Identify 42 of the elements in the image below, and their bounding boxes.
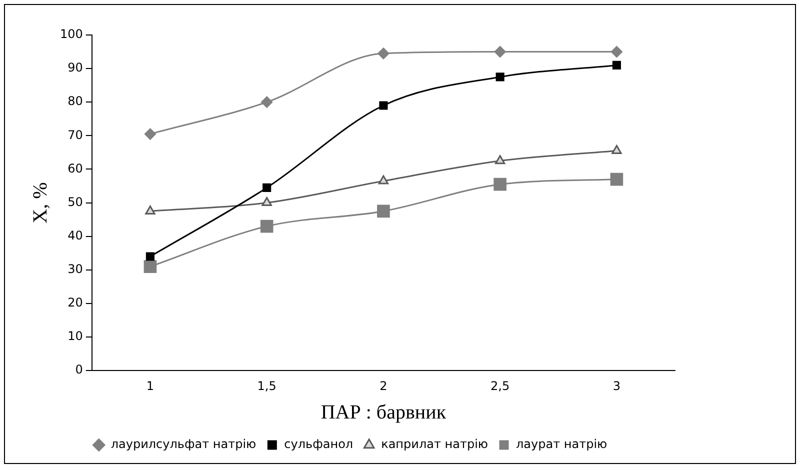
point (261, 96, 273, 108)
point (144, 128, 156, 140)
y-tick-label: 100 (60, 27, 83, 42)
point (262, 183, 272, 192)
point (377, 204, 390, 218)
y-tick-label: 50 (68, 194, 83, 209)
legend-label: лаурилсульфат натрію (110, 437, 256, 452)
point (612, 145, 622, 154)
x-tick-label: 2 (380, 378, 388, 393)
x-tick-label: 2,5 (490, 378, 510, 393)
legend-label: сульфанол (284, 437, 354, 452)
x-tick-label: 3 (612, 378, 621, 393)
point (378, 175, 389, 184)
point (262, 197, 272, 206)
legend-label: каприлат натрію (381, 437, 488, 452)
x-tick-label: 1,5 (257, 378, 276, 393)
y-tick-label: 30 (68, 262, 83, 276)
point (612, 60, 621, 70)
point (378, 48, 390, 60)
y-tick-label: 80 (68, 94, 83, 108)
point (379, 101, 388, 110)
point (494, 178, 506, 191)
point (494, 46, 506, 58)
point (145, 205, 156, 214)
y-axis-title: X, % (29, 182, 52, 224)
legend-label: лаурат натрію (516, 437, 608, 452)
y-tick-label: 20 (68, 296, 83, 310)
point (144, 260, 157, 273)
point (610, 172, 624, 186)
y-tick-label: 10 (68, 329, 83, 344)
point (496, 72, 504, 82)
x-tick-label: 1 (146, 378, 154, 393)
point (494, 155, 506, 164)
y-tick-label: 60 (68, 161, 83, 176)
x-axis-title: ПАР : барвник (320, 401, 446, 424)
point (610, 46, 622, 58)
point (146, 252, 154, 261)
y-tick-label: 90 (68, 60, 83, 75)
y-tick-label: 70 (68, 128, 83, 142)
point (260, 220, 274, 233)
y-tick-label: 40 (68, 228, 83, 242)
y-tick-label: 0 (75, 362, 83, 377)
